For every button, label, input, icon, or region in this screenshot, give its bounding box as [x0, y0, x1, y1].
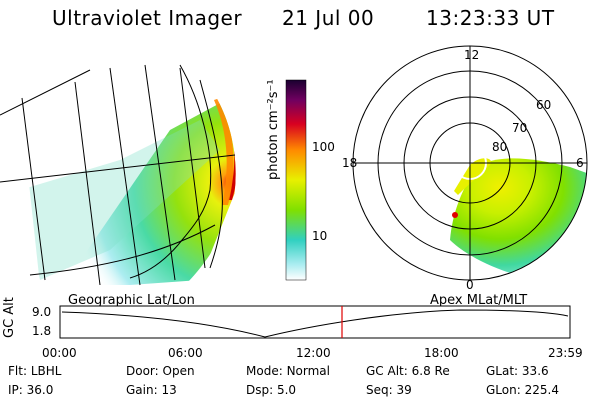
info-ip: IP: 36.0 — [8, 383, 53, 397]
mlt-label-12: 12 — [464, 48, 480, 62]
mlat-label-60: 60 — [536, 98, 552, 112]
info-ip-key: IP: — [8, 383, 23, 397]
info-mode-val: Normal — [286, 364, 330, 378]
info-glon-val: 225.4 — [524, 383, 559, 397]
info-door-val: Open — [162, 364, 195, 378]
info-ip-val: 36.0 — [26, 383, 54, 397]
date-label: 21 Jul 00 — [282, 6, 375, 30]
info-dsp: Dsp: 5.0 — [246, 383, 296, 397]
info-door-key: Door: — [126, 364, 159, 378]
info-gain-key: Gain: — [126, 383, 158, 397]
info-gc-alt-key: GC Alt: — [366, 364, 408, 378]
time-label: 13:23:33 UT — [426, 6, 555, 30]
info-dsp-key: Dsp: — [246, 383, 274, 397]
info-seq-val: 39 — [396, 383, 412, 397]
colorbar-label: photon cm⁻²s⁻¹ — [266, 79, 281, 180]
geographic-image — [0, 64, 236, 286]
info-glon-key: GLon: — [486, 383, 521, 397]
info-glon: GLon: 225.4 — [486, 383, 559, 397]
apex-label: Apex MLat/MLT — [430, 293, 528, 308]
info-glat: GLat: 33.6 — [486, 364, 549, 378]
gc-alt-axis-label: GC Alt — [2, 297, 17, 338]
instrument-title: Ultraviolet Imager — [52, 6, 243, 30]
info-flt: Flt: LBHL — [8, 364, 61, 378]
info-gain-val: 13 — [161, 383, 177, 397]
info-seq-key: Seq: — [366, 383, 393, 397]
time-tick-0600: 06:00 — [168, 346, 203, 360]
info-door: Door: Open — [126, 364, 195, 378]
mlat-label-80: 80 — [492, 140, 508, 154]
info-glat-val: 33.6 — [521, 364, 549, 378]
time-tick-1200: 12:00 — [296, 346, 331, 360]
info-gc-alt-val: 6.8 Re — [411, 364, 450, 378]
colorbar-tick-100: 100 — [312, 140, 335, 154]
info-mode-key: Mode: — [246, 364, 283, 378]
time-tick-2359: 23:59 — [548, 346, 583, 360]
geographic-label: Geographic Lat/Lon — [68, 293, 195, 308]
polar-plot — [352, 45, 588, 281]
colorbar-label-text: photon cm⁻²s⁻¹ — [266, 79, 281, 180]
info-seq: Seq: 39 — [366, 383, 412, 397]
info-dsp-val: 5.0 — [276, 383, 297, 397]
colorbar-tick-10: 10 — [312, 229, 328, 243]
info-flt-val: LBHL — [30, 364, 62, 378]
info-glat-key: GLat: — [486, 364, 519, 378]
time-tick-0000: 00:00 — [42, 346, 77, 360]
mlat-label-70: 70 — [512, 121, 528, 135]
info-gain: Gain: 13 — [126, 383, 177, 397]
gc-alt-tick-high: 9.0 — [32, 305, 52, 319]
info-gc-alt: GC Alt: 6.8 Re — [366, 364, 450, 378]
info-flt-key: Flt: — [8, 364, 27, 378]
mlt-label-18: 18 — [342, 156, 358, 170]
time-tick-1800: 18:00 — [424, 346, 459, 360]
mlt-label-0: 0 — [466, 278, 474, 292]
info-mode: Mode: Normal — [246, 364, 330, 378]
mlt-label-6: 6 — [576, 156, 584, 170]
altitude-plot — [59, 305, 571, 339]
colorbar — [285, 79, 307, 281]
gc-alt-tick-low: 1.8 — [32, 324, 52, 338]
